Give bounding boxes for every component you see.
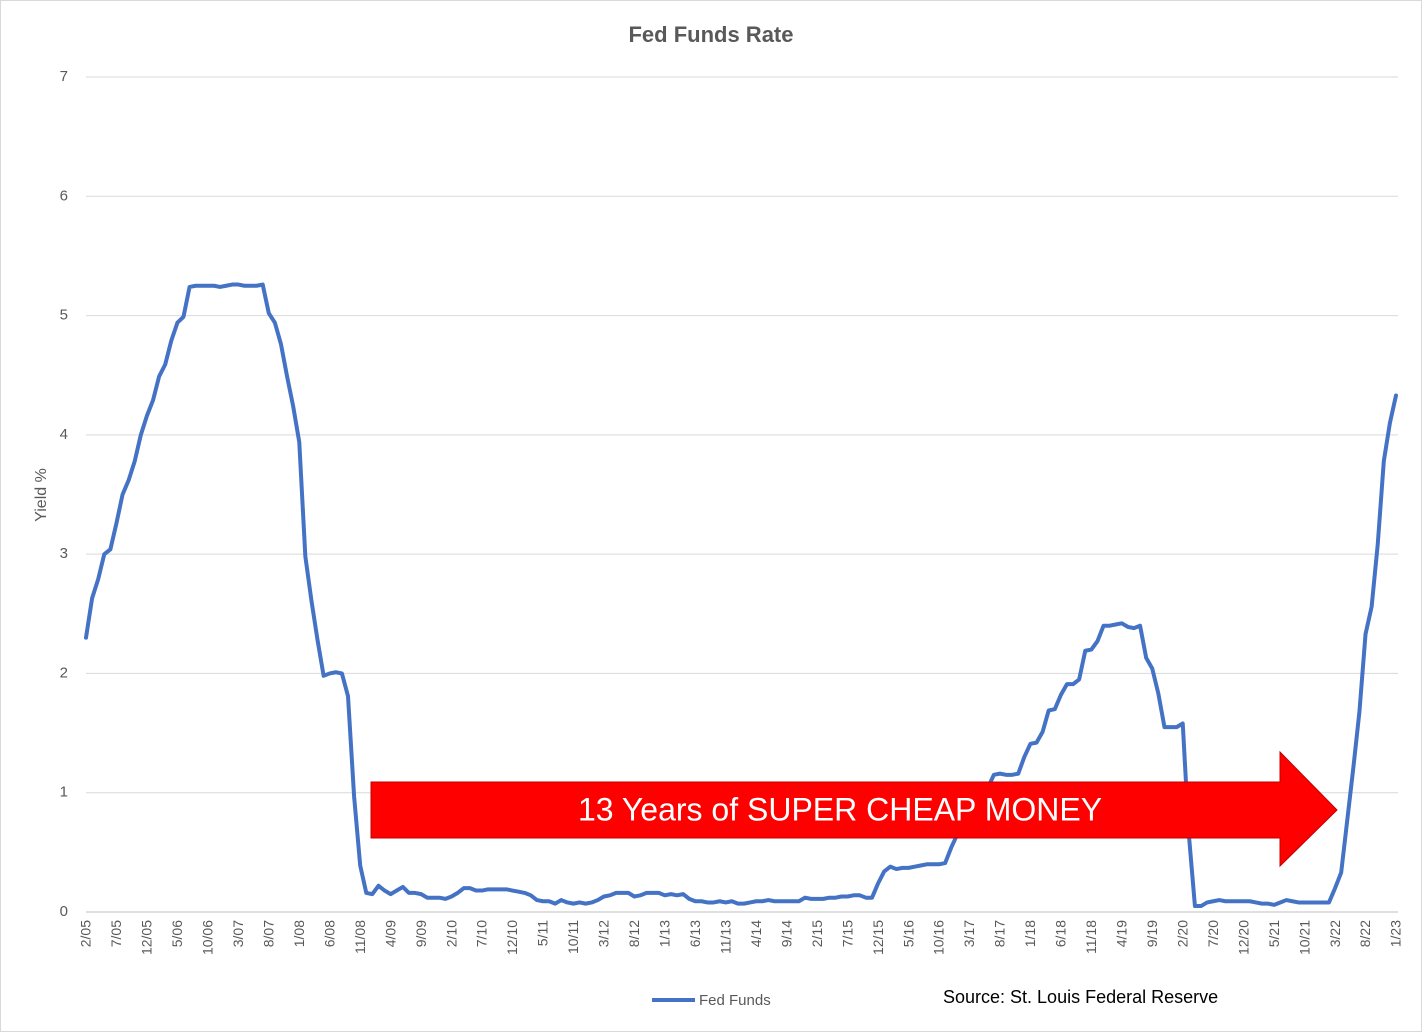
y-tick-label: 4 — [60, 426, 68, 443]
x-tick-label: 1/08 — [291, 920, 307, 947]
x-tick-label: 5/16 — [900, 920, 916, 947]
x-tick-label: 12/05 — [139, 920, 155, 955]
x-tick-label: 5/06 — [169, 920, 185, 947]
x-tick-label: 6/18 — [1053, 920, 1069, 947]
x-tick-label: 7/10 — [474, 920, 490, 947]
x-tick-label: 5/11 — [535, 920, 551, 946]
y-tick-label: 3 — [60, 545, 68, 562]
x-tick-label: 10/16 — [931, 920, 947, 955]
x-tick-label: 2/10 — [443, 920, 459, 947]
x-tick-label: 1/23 — [1388, 920, 1404, 947]
x-tick-label: 9/14 — [778, 920, 794, 947]
x-tick-label: 4/14 — [748, 920, 764, 947]
x-tick-label: 5/21 — [1266, 920, 1282, 947]
y-tick-label: 1 — [60, 784, 68, 801]
x-tick-label: 11/08 — [352, 920, 368, 954]
x-tick-label: 1/18 — [1022, 920, 1038, 947]
y-tick-label: 2 — [60, 664, 68, 681]
x-tick-label: 12/15 — [870, 920, 886, 955]
x-tick-label: 3/12 — [596, 920, 612, 947]
x-tick-label: 6/08 — [321, 920, 337, 947]
y-tick-label: 0 — [60, 903, 68, 920]
x-tick-label: 1/13 — [657, 920, 673, 947]
legend-label: Fed Funds — [699, 992, 771, 1009]
annotation-arrow — [370, 750, 1338, 868]
source-note: Source: St. Louis Federal Reserve — [943, 987, 1218, 1007]
data-line — [84, 282, 1398, 909]
x-tick-label: 12/10 — [504, 920, 520, 955]
y-axis-label: Yield % — [33, 468, 50, 522]
x-tick-label: 2/20 — [1174, 920, 1190, 947]
x-tick-label: 8/07 — [260, 920, 276, 947]
x-tick-label: 8/17 — [992, 920, 1008, 947]
x-tick-label: 3/07 — [230, 920, 246, 947]
x-tick-label: 6/13 — [687, 920, 703, 947]
x-tick-label: 11/18 — [1083, 920, 1099, 954]
x-tick-label: 3/22 — [1327, 920, 1343, 947]
x-tick-label: 4/09 — [382, 920, 398, 947]
y-tick-label: 5 — [60, 307, 68, 324]
x-tick-label: 12/20 — [1235, 920, 1251, 955]
x-tick-label: 10/21 — [1296, 920, 1312, 955]
x-tick-label: 8/12 — [626, 920, 642, 947]
x-tick-label: 7/15 — [839, 920, 855, 947]
y-tick-label: 7 — [60, 68, 68, 85]
x-tick-label: 2/15 — [809, 920, 825, 947]
x-tick-label: 10/11 — [565, 920, 581, 954]
x-tick-label: 9/19 — [1144, 920, 1160, 947]
x-tick-label: 9/09 — [413, 920, 429, 947]
y-tick-label: 6 — [60, 187, 68, 204]
x-tick-label: 10/06 — [200, 920, 216, 955]
x-tick-label: 8/22 — [1357, 920, 1373, 947]
x-tick-label: 2/05 — [78, 920, 94, 947]
x-tick-label: 3/17 — [961, 920, 977, 947]
chart-title: Fed Funds Rate — [628, 22, 793, 47]
x-tick-label: 7/20 — [1205, 920, 1221, 947]
annotation: 13 Years of SUPER CHEAP MONEY — [578, 791, 1102, 827]
x-tick-label: 11/13 — [717, 920, 733, 954]
x-tick-label: 4/19 — [1114, 920, 1130, 947]
x-tick-label: 7/05 — [108, 920, 124, 947]
